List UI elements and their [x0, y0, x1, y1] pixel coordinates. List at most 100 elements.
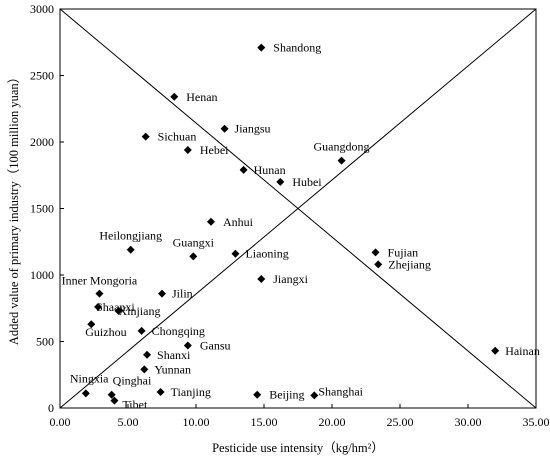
- point-marker: [156, 388, 165, 397]
- point-marker: [257, 43, 266, 52]
- point-marker: [337, 156, 346, 165]
- point-marker: [231, 249, 240, 258]
- point-hubei: Hubei: [276, 175, 322, 189]
- point-jiangxi: Jiangxi: [257, 272, 309, 286]
- y-tick-label: 2000: [30, 135, 54, 149]
- point-marker: [107, 390, 116, 399]
- point-marker: [110, 396, 119, 405]
- point-tianjing: Tianjing: [156, 385, 211, 399]
- point-label: Jilin: [172, 287, 193, 301]
- point-marker: [87, 320, 96, 329]
- point-hebei: Hebei: [183, 143, 229, 157]
- point-label: Guizhou: [85, 325, 126, 339]
- point-label: Liaoning: [245, 247, 288, 261]
- point-label: Inner Mongoria: [62, 274, 138, 288]
- x-tick-label: 20.00: [319, 415, 346, 429]
- point-marker: [143, 350, 152, 359]
- point-shaanxi: Shaanxi: [94, 300, 135, 314]
- x-tick-label: 35.00: [523, 415, 550, 429]
- point-label: Shandong: [273, 41, 321, 55]
- point-marker: [371, 248, 380, 257]
- point-marker: [114, 306, 123, 315]
- point-label: Xinjiang: [118, 304, 160, 318]
- point-label: Chongqing: [152, 324, 205, 338]
- point-gansu: Gansu: [183, 338, 231, 352]
- point-label: Hunan: [254, 163, 286, 177]
- point-label: Henan: [186, 90, 217, 104]
- point-hunan: Hunan: [239, 163, 286, 177]
- x-tick-label: 5.00: [118, 415, 139, 429]
- point-guangxi: Guangxi: [173, 235, 215, 261]
- point-marker: [257, 274, 266, 283]
- point-marker: [183, 145, 192, 154]
- y-tick-label: 1500: [30, 202, 54, 216]
- point-marker: [94, 302, 103, 311]
- point-anhui: Anhui: [206, 215, 254, 229]
- point-label: Ningxia: [70, 371, 109, 385]
- point-shandong: Shandong: [257, 41, 321, 55]
- point-hainan: Hainan: [491, 344, 540, 358]
- point-label: Zhejiang: [388, 257, 431, 271]
- point-label: Sichuan: [158, 130, 197, 144]
- point-yunnan: Yunnan: [140, 362, 191, 376]
- point-shanghai: Shanghai: [310, 384, 364, 400]
- point-jilin: Jilin: [158, 287, 193, 301]
- point-beijing: Beijing: [253, 388, 305, 402]
- y-tick-label: 500: [36, 335, 54, 349]
- point-marker: [374, 260, 383, 269]
- point-fujian: Fujian: [371, 245, 418, 259]
- y-tick-label: 0: [48, 401, 54, 415]
- point-marker: [158, 289, 166, 298]
- point-marker: [141, 132, 150, 141]
- point-guizhou: Guizhou: [85, 320, 127, 339]
- point-zhejiang: Zhejiang: [374, 257, 431, 271]
- point-marker: [276, 177, 285, 186]
- point-xinjiang: Xinjiang: [114, 304, 160, 318]
- point-marker: [183, 341, 192, 350]
- point-marker: [220, 124, 229, 133]
- x-tick-label: 30.00: [455, 415, 482, 429]
- point-marker: [239, 165, 248, 174]
- x-tick-label: 10.00: [183, 415, 210, 429]
- point-marker: [189, 252, 198, 261]
- point-label: Tianjing: [171, 385, 211, 399]
- y-tick-label: 2500: [30, 69, 54, 83]
- point-label: Tibet: [122, 398, 148, 412]
- point-guangdong: Guangdong: [314, 140, 370, 165]
- y-tick-label: 1000: [30, 268, 54, 282]
- point-marker: [253, 390, 262, 399]
- point-label: Guangdong: [314, 140, 370, 154]
- y-axis-title: Added value of primary industry（100 mill…: [7, 71, 21, 345]
- point-marker: [137, 326, 146, 335]
- point-sichuan: Sichuan: [141, 130, 197, 144]
- x-axis-title: Pesticide use intensity（kg/hm²）: [212, 441, 384, 455]
- point-label: Jiangsu: [235, 122, 271, 136]
- point-label: Shanxi: [157, 348, 191, 362]
- point-label: Beijing: [269, 388, 304, 402]
- point-marker: [126, 245, 135, 254]
- point-label: Shanghai: [318, 384, 363, 398]
- point-label: Jiangxi: [273, 272, 308, 286]
- point-label: Heilongjiang: [99, 229, 162, 243]
- point-liaoning: Liaoning: [231, 247, 289, 261]
- point-marker: [95, 289, 104, 298]
- point-henan: Henan: [170, 90, 218, 104]
- point-inner-mongoria: Inner Mongoria: [62, 274, 138, 298]
- point-marker: [81, 389, 90, 398]
- point-marker: [140, 365, 149, 374]
- point-chongqing: Chongqing: [137, 324, 205, 338]
- point-heilongjiang: Heilongjiang: [99, 229, 162, 254]
- x-axis-ticks: 0.00 5.00 10.00 15.00 20.00 25.00 30.00 35.00: [50, 404, 550, 429]
- point-label: Anhui: [223, 215, 254, 229]
- point-marker: [310, 391, 319, 400]
- point-label: Hubei: [292, 175, 322, 189]
- x-tick-label: 25.00: [387, 415, 414, 429]
- reference-line-2: [59, 8, 537, 409]
- point-label: Shaanxi: [96, 300, 135, 314]
- point-ningxia: Ningxia: [70, 371, 109, 398]
- point-tibet: Tibet: [110, 396, 148, 412]
- y-tick-label: 3000: [30, 2, 54, 16]
- point-label: Guangxi: [173, 235, 215, 249]
- point-marker: [206, 217, 215, 226]
- point-label: Hainan: [505, 344, 540, 358]
